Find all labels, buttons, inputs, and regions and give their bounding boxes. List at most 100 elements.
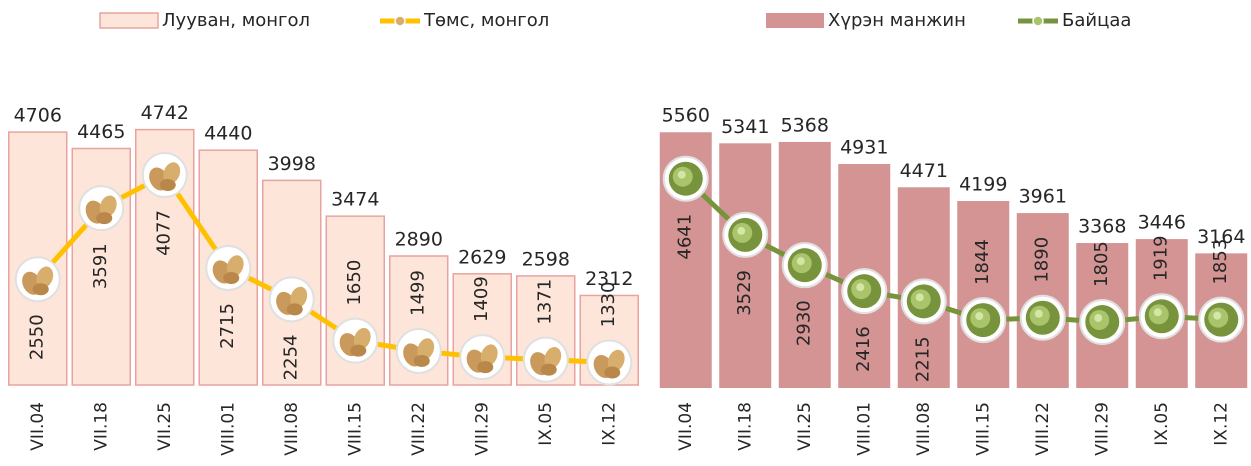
bar-value-label: 5341 bbox=[721, 116, 769, 138]
x-tick-label: VIII.08 bbox=[282, 402, 302, 456]
line-value-label: 1853 bbox=[1210, 239, 1231, 285]
marker-art bbox=[414, 355, 430, 367]
marker-art bbox=[223, 272, 239, 284]
line-value-label: 2550 bbox=[27, 314, 48, 360]
line-value-label: 1499 bbox=[408, 270, 429, 316]
marker-art bbox=[916, 293, 924, 301]
legend-swatch bbox=[100, 13, 158, 28]
marker-art bbox=[737, 227, 745, 235]
legend-swatch bbox=[766, 13, 824, 28]
line-value-label: 1330 bbox=[598, 282, 619, 328]
marker bbox=[842, 269, 886, 313]
bar-value-label: 5560 bbox=[662, 105, 710, 127]
marker bbox=[664, 157, 708, 201]
marker bbox=[524, 338, 568, 382]
legend-label: Төмс, монгол bbox=[423, 10, 549, 31]
line-value-label: 2215 bbox=[913, 336, 934, 382]
marker-art bbox=[160, 179, 176, 191]
legend-label: Лууван, монгол bbox=[162, 10, 310, 31]
x-tick-label: VII.04 bbox=[28, 402, 48, 451]
x-tick-label: IX.05 bbox=[1152, 402, 1172, 446]
bar bbox=[957, 201, 1009, 388]
legend-label: Байцаа bbox=[1062, 10, 1131, 31]
marker bbox=[333, 319, 377, 363]
marker-art bbox=[604, 366, 620, 378]
x-tick-label: VIII.15 bbox=[345, 402, 365, 456]
marker bbox=[723, 213, 767, 257]
marker-art bbox=[33, 283, 49, 295]
marker bbox=[460, 335, 504, 379]
marker bbox=[1080, 300, 1124, 344]
bar-value-label: 4742 bbox=[141, 102, 189, 124]
marker bbox=[961, 298, 1005, 342]
bar bbox=[719, 143, 771, 388]
bar-value-label: 2890 bbox=[395, 229, 443, 251]
marker-art bbox=[350, 345, 366, 357]
bar-value-label: 4465 bbox=[77, 121, 125, 143]
bar-value-label: 2629 bbox=[458, 246, 506, 268]
x-tick-label: VII.18 bbox=[91, 402, 111, 451]
bar-value-label: 3368 bbox=[1078, 216, 1126, 238]
line-value-label: 4641 bbox=[675, 214, 696, 260]
line-value-label: 1650 bbox=[344, 260, 365, 306]
marker bbox=[79, 186, 123, 230]
bar-value-label: 4706 bbox=[14, 105, 62, 127]
marker-art bbox=[541, 364, 557, 376]
bar-value-label: 4440 bbox=[204, 123, 252, 145]
x-tick-label: IX.12 bbox=[1211, 402, 1231, 446]
x-tick-label: VII.25 bbox=[155, 402, 175, 451]
marker bbox=[397, 329, 441, 373]
x-tick-label: VIII.22 bbox=[409, 402, 429, 456]
marker bbox=[587, 340, 631, 384]
line-value-label: 1919 bbox=[1151, 235, 1172, 281]
marker-art bbox=[1035, 310, 1043, 318]
bar-value-label: 3961 bbox=[1019, 186, 1067, 208]
marker bbox=[1021, 296, 1065, 340]
bar-value-label: 2598 bbox=[522, 248, 570, 270]
x-tick-label: IX.05 bbox=[536, 402, 556, 446]
marker-art bbox=[287, 303, 303, 315]
x-tick-label: VIII.22 bbox=[1033, 402, 1053, 456]
marker bbox=[783, 243, 827, 287]
legend-marker bbox=[395, 16, 405, 26]
x-tick-label: VII.04 bbox=[676, 402, 696, 451]
marker bbox=[1199, 298, 1243, 342]
bar-value-label: 4471 bbox=[900, 160, 948, 182]
x-tick-label: VIII.29 bbox=[472, 402, 492, 456]
x-tick-label: VIII.08 bbox=[914, 402, 934, 456]
line-value-label: 1371 bbox=[535, 279, 556, 325]
line-value-label: 2930 bbox=[794, 300, 815, 346]
marker bbox=[143, 153, 187, 197]
x-tick-label: VIII.01 bbox=[854, 402, 874, 456]
x-tick-label: IX.12 bbox=[599, 402, 619, 446]
marker bbox=[16, 257, 60, 301]
line-value-label: 3591 bbox=[90, 243, 111, 289]
bar-value-label: 4931 bbox=[840, 137, 888, 159]
line-value-label: 1844 bbox=[972, 239, 993, 285]
line-value-label: 1409 bbox=[471, 276, 492, 322]
bar-value-label: 3474 bbox=[331, 189, 379, 211]
marker-art bbox=[477, 361, 493, 373]
marker-art bbox=[856, 283, 864, 291]
line-value-label: 3529 bbox=[734, 270, 755, 316]
legend-marker bbox=[1033, 16, 1043, 26]
marker bbox=[902, 279, 946, 323]
x-tick-label: VII.25 bbox=[795, 402, 815, 451]
bar-value-label: 5368 bbox=[781, 114, 829, 136]
marker bbox=[206, 246, 250, 290]
x-tick-label: VIII.15 bbox=[973, 402, 993, 456]
bar-value-label: 3446 bbox=[1138, 212, 1186, 234]
x-tick-label: VII.18 bbox=[735, 402, 755, 451]
bar-value-label: 3998 bbox=[268, 153, 316, 175]
marker bbox=[270, 277, 314, 321]
line-value-label: 2715 bbox=[217, 303, 238, 349]
line-value-label: 1890 bbox=[1032, 237, 1053, 283]
marker-art bbox=[1154, 308, 1162, 316]
dashboard: VII.04 VII.18 VII.25 VIII.01 VIII.08 VIII.15 V… bbox=[0, 0, 1251, 466]
marker-art bbox=[1094, 314, 1102, 322]
marker-art bbox=[678, 171, 686, 179]
marker bbox=[1140, 294, 1184, 338]
x-tick-label: VIII.01 bbox=[218, 402, 238, 456]
marker-art bbox=[96, 212, 112, 224]
line-value-label: 2254 bbox=[281, 335, 302, 381]
